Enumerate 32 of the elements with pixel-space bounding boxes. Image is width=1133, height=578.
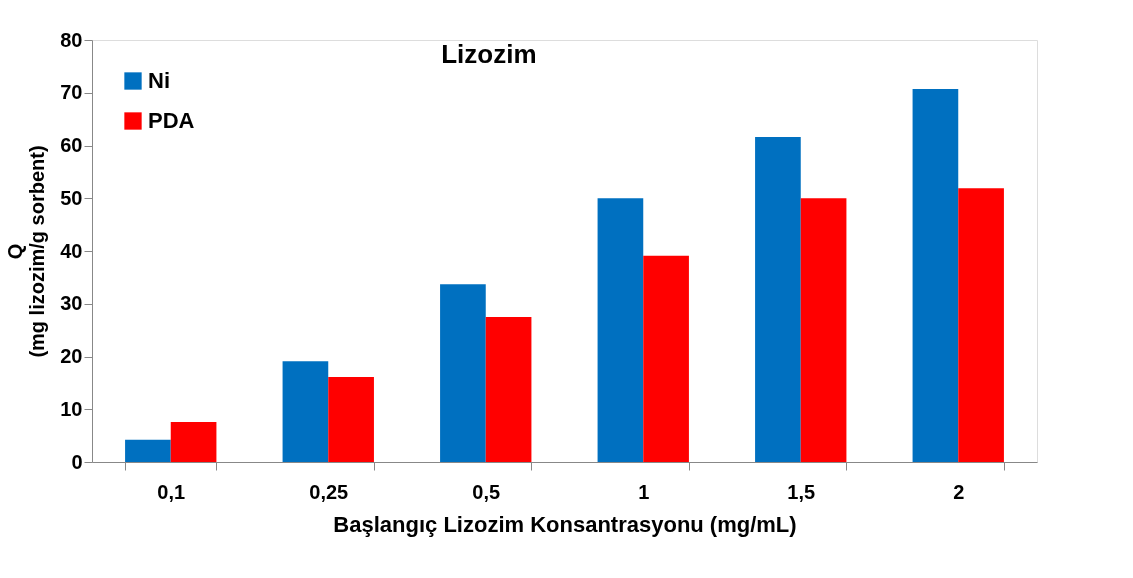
x-tick-label: 1 [638,480,650,503]
y-tick-label: 80 [60,28,83,51]
bar [170,421,217,462]
y-tick-label: 20 [60,345,83,367]
y-tick-label: 0 [71,450,83,473]
chart-title: Lizozim [441,39,537,69]
bar [282,361,329,462]
bar [328,377,374,462]
x-tick-label: 1,5 [787,480,816,503]
legend-label: PDA [148,108,195,133]
y-tick-label: 50 [60,186,83,209]
bar [440,284,486,462]
x-tick-label: 0,1 [157,480,186,503]
y-tick-label: 10 [60,397,83,420]
y-tick-label: 40 [60,239,83,262]
bar [485,316,532,462]
x-tick-label: 2 [953,480,965,503]
y-tick-label: 60 [60,134,83,156]
bar [643,255,689,462]
bar [597,198,644,462]
y-tick-label: 70 [60,81,83,104]
y-tick-label: 30 [60,292,83,315]
y-axis-title: Q (mg lizozim/g sorbent) [4,145,49,358]
bar [958,188,1004,462]
x-tick-label: 0,5 [472,480,501,503]
legend-label: Ni [148,68,170,93]
bar [800,198,847,462]
bar [912,89,959,462]
x-axis-title: Başlangıç Lizozim Konsantrasyonu (mg/mL) [333,511,797,537]
bar [125,439,171,462]
bar [755,137,801,462]
x-tick-label: 0,25 [309,480,349,503]
